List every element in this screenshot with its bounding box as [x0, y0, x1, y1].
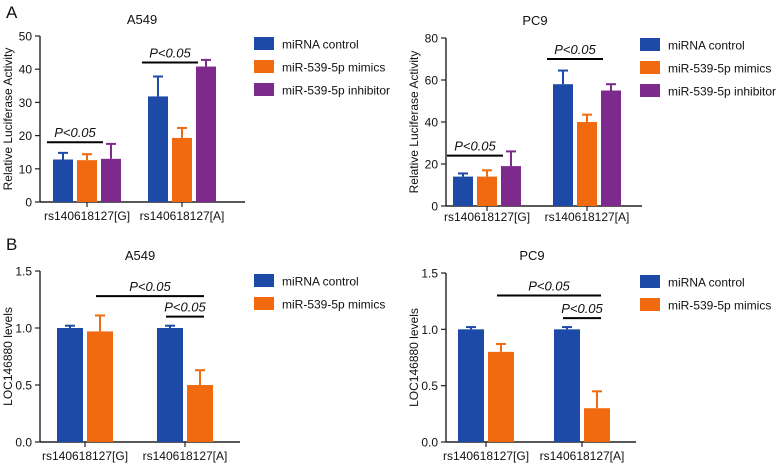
significance-label: P<0.05 — [149, 46, 191, 61]
panel-label-b: B — [6, 235, 17, 254]
x-tick-label: rs140618127[A] — [140, 209, 225, 223]
x-tick-label: rs140618127[G] — [42, 449, 128, 463]
y-tick-label: 1.5 — [421, 267, 438, 281]
bar — [196, 66, 216, 202]
y-tick-label: 1.5 — [15, 265, 32, 279]
significance-label: P<0.05 — [129, 279, 171, 294]
bar — [53, 159, 73, 202]
chart-b-pc9: PC9 0.0 0.5 1.0 1.5 LOC146880 levels rs1406181… — [407, 248, 771, 463]
y-tick-label: 0 — [431, 200, 438, 214]
x-tick-label: rs140618127[A] — [545, 210, 630, 224]
legend-swatch — [254, 60, 274, 73]
y-axis-label: Relative Luciferase Activity — [407, 51, 421, 194]
panel-label-a: A — [6, 3, 18, 22]
y-tick-label: 0.0 — [15, 436, 32, 450]
charts: A549 0 10 20 30 40 50 Relative Luciferase Activ… — [1, 12, 776, 463]
significance-label: P<0.05 — [164, 300, 206, 315]
significance-label: P<0.05 — [454, 139, 496, 154]
x-tick-label: rs140618127[G] — [44, 209, 130, 223]
bar — [148, 96, 168, 202]
bar — [501, 166, 521, 206]
y-tick-label: 0.5 — [15, 379, 32, 393]
legend-swatch — [640, 61, 660, 74]
legend-label: miR-539-5p inhibitor — [282, 84, 390, 98]
legend-swatch — [254, 83, 274, 96]
bar — [458, 329, 484, 442]
bar — [577, 122, 597, 206]
significance-label: P<0.05 — [561, 301, 603, 316]
legend-label: miR-539-5p mimics — [668, 62, 771, 76]
bar — [584, 408, 610, 442]
legend-swatch — [640, 38, 660, 51]
x-tick-label: rs140618127[A] — [143, 449, 228, 463]
legend-swatch — [640, 275, 660, 288]
y-axis-label: LOC146880 levels — [407, 308, 421, 407]
y-tick-label: 10 — [19, 162, 33, 176]
y-tick-label: 50 — [19, 30, 33, 44]
legend-swatch — [254, 37, 274, 50]
legend-swatch — [640, 298, 660, 311]
chart-b-a549: A549 0.0 0.5 1.0 1.5 LOC146880 levels rs140618… — [1, 248, 385, 463]
bar — [553, 84, 573, 206]
x-tick-label: rs140618127[G] — [443, 449, 529, 463]
legend-label: miRNA control — [282, 275, 359, 289]
significance-label: P<0.05 — [554, 42, 596, 57]
legend-label: miRNA control — [668, 39, 745, 53]
bar — [57, 328, 83, 442]
legend-label: miR-539-5p inhibitor — [668, 85, 776, 99]
y-axis-label: LOC146880 levels — [1, 307, 15, 406]
chart-title: A549 — [127, 12, 157, 27]
y-tick-label: 0.5 — [421, 379, 438, 393]
bar — [157, 328, 183, 442]
legend-label: miR-539-5p mimics — [668, 299, 771, 313]
legend-swatch — [254, 297, 274, 310]
chart-title: PC9 — [522, 13, 547, 28]
bar — [477, 176, 497, 206]
y-tick-label: 80 — [425, 32, 439, 46]
x-tick-label: rs140618127[G] — [444, 210, 530, 224]
bar — [101, 158, 121, 202]
bar — [453, 176, 473, 206]
y-tick-label: 1.0 — [421, 323, 438, 337]
bar — [554, 329, 580, 442]
chart-title: A549 — [125, 248, 155, 263]
legend-label: miRNA control — [668, 276, 745, 290]
bar — [488, 351, 514, 442]
y-tick-label: 1.0 — [15, 322, 32, 336]
panel-labels: A B — [6, 3, 18, 254]
x-tick-label: rs140618127[A] — [540, 449, 625, 463]
bar — [601, 90, 621, 206]
chart-a-pc9: PC9 0 20 40 60 80 Relative Luciferase Activity… — [407, 13, 776, 224]
legend-swatch — [640, 84, 660, 97]
legend-label: miR-539-5p mimics — [282, 61, 385, 75]
y-tick-label: 60 — [425, 74, 439, 88]
bar — [172, 137, 192, 202]
y-tick-label: 20 — [19, 129, 33, 143]
legend-label: miR-539-5p mimics — [282, 298, 385, 312]
legend-label: miRNA control — [282, 38, 359, 52]
chart-a-a549: A549 0 10 20 30 40 50 Relative Luciferase Activ… — [1, 12, 390, 223]
y-tick-label: 0.0 — [421, 436, 438, 450]
bar — [77, 160, 97, 202]
chart-title: PC9 — [519, 248, 544, 263]
y-tick-label: 40 — [425, 116, 439, 130]
y-axis-label: Relative Luciferase Activity — [1, 48, 15, 191]
y-tick-label: 20 — [425, 158, 439, 172]
significance-label: P<0.05 — [54, 125, 96, 140]
bar — [87, 331, 113, 442]
y-tick-label: 40 — [19, 63, 33, 77]
y-tick-label: 0 — [25, 196, 32, 210]
significance-label: P<0.05 — [528, 279, 570, 294]
y-tick-label: 30 — [19, 96, 33, 110]
legend-swatch — [254, 274, 274, 287]
bar — [187, 385, 213, 442]
